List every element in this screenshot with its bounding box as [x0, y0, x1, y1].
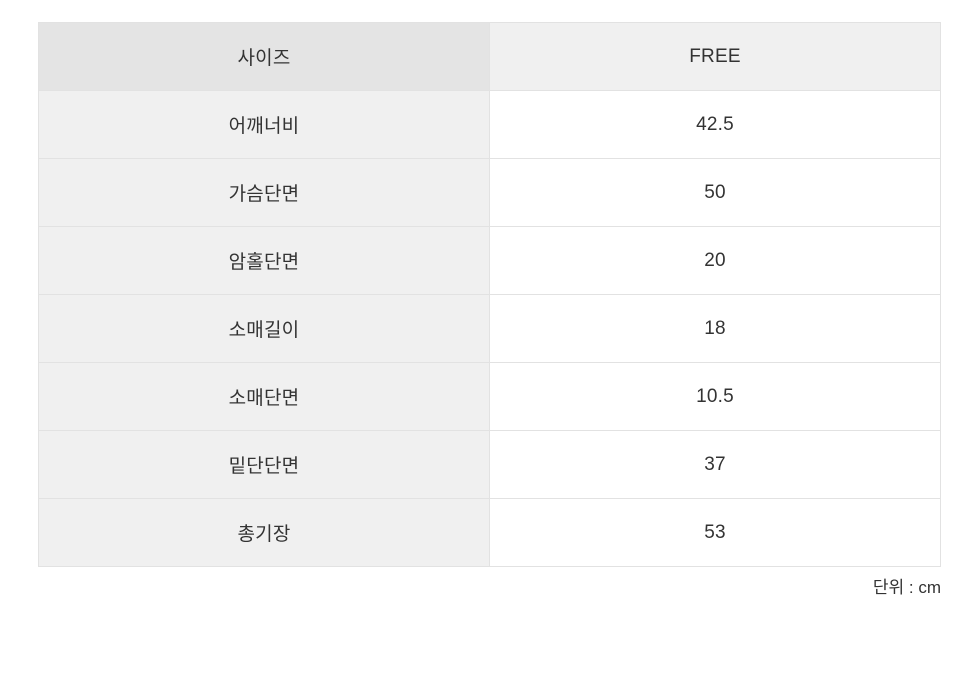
table-row: 소매단면 10.5: [38, 362, 941, 431]
measurement-label: 암홀단면: [38, 226, 490, 295]
table-row: 소매길이 18: [38, 294, 941, 363]
table-row: 밑단단면 37: [38, 430, 941, 499]
measurement-value: 37: [489, 430, 941, 499]
measurement-value: 10.5: [489, 362, 941, 431]
unit-note: 단위 : cm: [872, 578, 941, 597]
table-row: 어깨너비 42.5: [38, 90, 941, 159]
measurement-label: 소매길이: [38, 294, 490, 363]
measurement-value: 50: [489, 158, 941, 227]
measurement-label: 소매단면: [38, 362, 490, 431]
measurement-value: 20: [489, 226, 941, 295]
table-header-row: 사이즈 FREE: [38, 22, 941, 91]
table-row: 총기장 53: [38, 498, 941, 567]
table-row: 가슴단면 50: [38, 158, 941, 227]
measurement-label: 밑단단면: [38, 430, 490, 499]
measurement-label: 어깨너비: [38, 90, 490, 159]
measurement-value: 42.5: [489, 90, 941, 159]
size-table: 사이즈 FREE 어깨너비 42.5 가슴단면 50 암홀단면 20 소매길이 18 소매단면 1…: [38, 22, 941, 567]
size-header-cell: 사이즈: [38, 22, 490, 91]
table-row: 암홀단면 20: [38, 226, 941, 295]
measurement-label: 총기장: [38, 498, 490, 567]
measurement-value: 18: [489, 294, 941, 363]
size-header-value-cell: FREE: [489, 22, 941, 91]
measurement-value: 53: [489, 498, 941, 567]
measurement-label: 가슴단면: [38, 158, 490, 227]
